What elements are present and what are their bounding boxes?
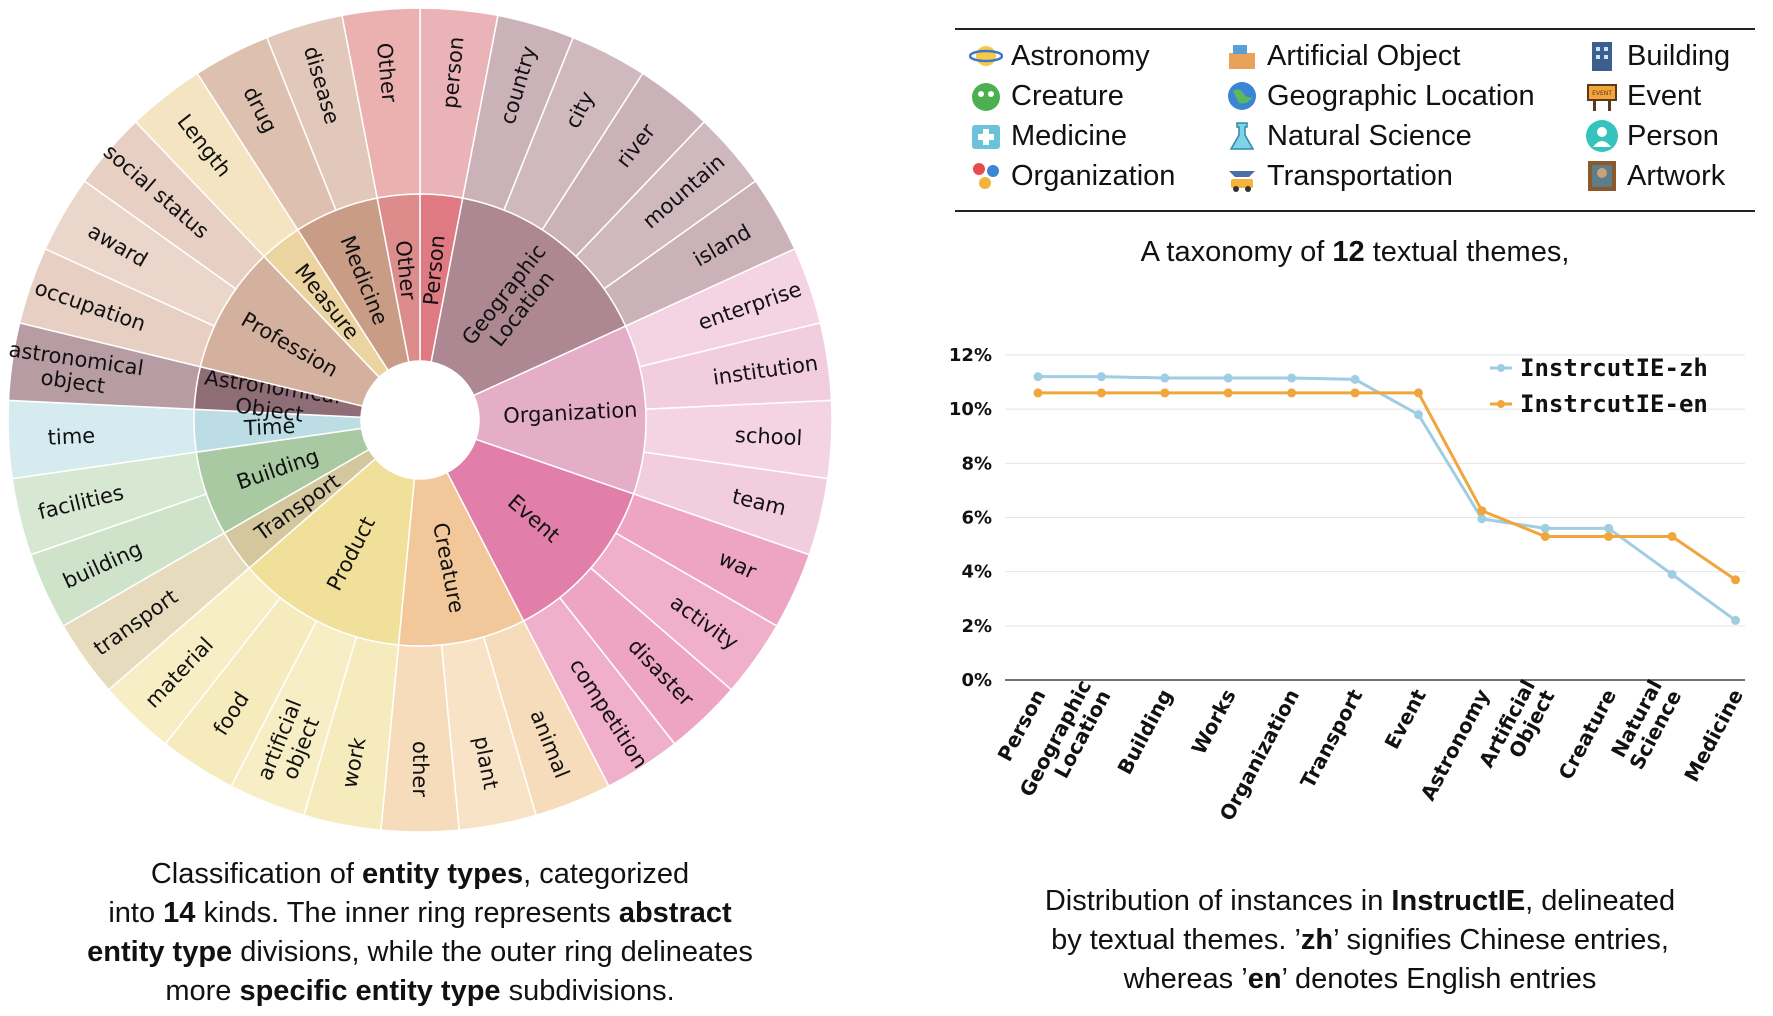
data-point-instrcutie-zh: [1096, 372, 1106, 382]
legend-item-artificial-object: Artificial Object: [1225, 38, 1460, 74]
data-point-instrcutie-zh: [1477, 514, 1487, 524]
legend-item-transportation: Transportation: [1225, 158, 1453, 194]
data-point-instrcutie-zh: [1287, 373, 1297, 383]
data-point-instrcutie-en: [1033, 388, 1043, 398]
legend-item-astronomy: Astronomy: [969, 38, 1150, 74]
data-point-instrcutie-en: [1223, 388, 1233, 398]
x-tick-label: Works: [1187, 685, 1241, 758]
theme-distribution-line-chart: 0%2%4%6%8%10%12% PersonGeographicLocatio…: [950, 345, 1748, 825]
theme-legend-table: Astronomy Artificial Object Building Creatu…: [955, 28, 1755, 212]
x-tick-label: Transport: [1295, 685, 1367, 792]
outer-label-time: time: [47, 423, 96, 449]
y-tick-label: 4%: [961, 562, 992, 583]
x-tick-label: ArtificialObject: [1474, 675, 1560, 781]
legend-item-medicine: Medicine: [969, 118, 1127, 154]
svg-text:EVENT: EVENT: [1592, 90, 1612, 97]
outer-label-school: school: [734, 423, 802, 450]
data-point-instrcutie-zh: [1223, 373, 1233, 383]
taxonomy-caption: A taxonomy of 12 textual themes,: [1140, 236, 1570, 268]
data-point-instrcutie-en: [1287, 388, 1297, 398]
event-icon: EVENT: [1587, 84, 1617, 111]
sunburst-center-hole: [361, 361, 479, 479]
legend-item-person: Person: [1585, 118, 1719, 154]
legend-label: Creature: [1011, 79, 1124, 112]
legend-label: Transportation: [1267, 159, 1453, 192]
x-tick-label: Medicine: [1679, 685, 1748, 786]
legend-label-instrcutie-zh: InstrcutIE-zh: [1520, 354, 1708, 382]
y-tick-label: 10%: [950, 399, 992, 420]
x-tick-label: Event: [1380, 685, 1431, 753]
natural-science-icon: [1229, 122, 1255, 150]
outer-label-other: other: [408, 741, 432, 797]
legend-item-natural-science: Natural Science: [1225, 118, 1472, 154]
geographic-location-icon: [1228, 82, 1256, 110]
legend-label: Medicine: [1011, 119, 1128, 152]
inner-label-other: Other: [391, 239, 421, 301]
person-icon: [1586, 120, 1618, 152]
entity-type-sunburst: person country cityrivermountainislandente…: [7, 7, 833, 833]
data-point-instrcutie-zh: [1604, 523, 1614, 533]
legend-label-instrcutie-en: InstrcutIE-en: [1520, 390, 1708, 418]
legend-marker: [1497, 400, 1505, 408]
astronomy-icon: [969, 46, 1003, 66]
legend-label: Building: [1627, 39, 1731, 72]
y-tick-label: 6%: [961, 508, 992, 529]
data-point-instrcutie-en: [1540, 531, 1550, 541]
legend-item-geographic-location: Geographic Location: [1225, 78, 1535, 114]
data-point-instrcutie-zh: [1413, 410, 1423, 420]
x-tick-label: Creature: [1553, 685, 1621, 784]
organization-icon: [973, 163, 999, 189]
legend-label: Organization: [1011, 159, 1176, 192]
data-point-instrcutie-en: [1667, 531, 1677, 541]
legend-label: Geographic Location: [1267, 79, 1535, 112]
y-tick-label: 0%: [961, 670, 992, 691]
series-line-instrcutie-en: [1038, 391, 1737, 582]
legend-label: Artificial Object: [1267, 39, 1461, 72]
legend-marker: [1497, 364, 1505, 372]
legend-label: Event: [1627, 79, 1702, 112]
legend-item-creature: Creature: [969, 78, 1124, 114]
artificial-object-icon: [1229, 45, 1255, 69]
data-point-instrcutie-en: [1413, 388, 1423, 398]
data-point-instrcutie-zh: [1667, 569, 1677, 579]
medicine-icon: [972, 125, 1000, 149]
data-point-instrcutie-en: [1160, 388, 1170, 398]
legend-item-artwork: Artwork: [1585, 158, 1725, 194]
data-point-instrcutie-en: [1604, 531, 1614, 541]
data-point-instrcutie-en: [1477, 506, 1487, 516]
legend-label: Artwork: [1627, 159, 1726, 192]
x-tick-label: Building: [1112, 685, 1177, 778]
transportation-icon: [1229, 171, 1255, 192]
y-tick-label: 12%: [950, 345, 992, 366]
data-point-instrcutie-en: [1730, 575, 1740, 585]
legend-label: Astronomy: [1011, 39, 1150, 72]
legend-label: Natural Science: [1267, 119, 1472, 152]
data-point-instrcutie-zh: [1033, 372, 1043, 382]
distribution-caption: Distribution of instances in InstructIE,…: [1044, 885, 1676, 995]
legend-item-event: EVENT Event: [1585, 78, 1701, 114]
data-point-instrcutie-en: [1350, 388, 1360, 398]
building-icon: [1592, 42, 1612, 71]
outer-label-other: Other: [372, 42, 402, 104]
legend-label: Person: [1627, 119, 1719, 152]
y-tick-label: 2%: [961, 616, 992, 637]
data-point-instrcutie-zh: [1540, 523, 1550, 533]
creature-icon: [972, 83, 1000, 111]
y-tick-label: 8%: [961, 453, 992, 474]
data-point-instrcutie-zh: [1730, 615, 1740, 625]
inner-label-time: Time: [242, 414, 295, 440]
data-point-instrcutie-zh: [1160, 373, 1170, 383]
artwork-icon: [1588, 161, 1616, 191]
x-tick-label: NaturalScience: [1605, 676, 1686, 774]
legend-item-building: Building: [1585, 38, 1730, 74]
data-point-instrcutie-zh: [1350, 374, 1360, 384]
legend-item-organization: Organization: [969, 158, 1175, 194]
sunburst-caption: Classification of entity types, categori…: [87, 858, 753, 1007]
data-point-instrcutie-en: [1096, 388, 1106, 398]
